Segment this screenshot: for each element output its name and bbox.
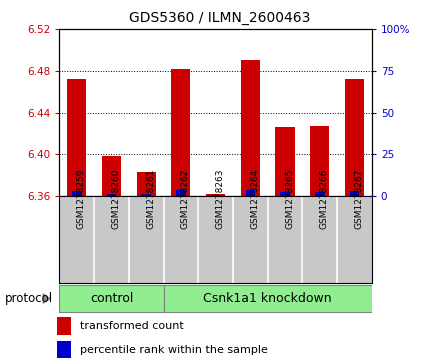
Text: protocol: protocol — [4, 292, 52, 305]
Bar — [206, 194, 225, 196]
Text: GSM1278262: GSM1278262 — [181, 168, 190, 229]
Text: control: control — [90, 292, 133, 305]
Text: GSM1278260: GSM1278260 — [111, 168, 121, 229]
Text: GSM1278263: GSM1278263 — [216, 168, 224, 229]
Bar — [315, 192, 325, 196]
Bar — [137, 172, 156, 196]
Bar — [176, 190, 186, 196]
Bar — [102, 156, 121, 196]
Bar — [275, 127, 294, 196]
Text: Csnk1a1 knockdown: Csnk1a1 knockdown — [203, 292, 332, 305]
Bar — [310, 126, 329, 196]
Bar — [211, 195, 220, 196]
Bar — [350, 191, 359, 196]
Bar — [72, 191, 81, 196]
Text: GSM1278266: GSM1278266 — [320, 168, 329, 229]
Bar — [171, 69, 191, 196]
Bar — [57, 341, 71, 358]
Bar — [57, 317, 71, 335]
Bar — [246, 190, 255, 196]
Text: percentile rank within the sample: percentile rank within the sample — [80, 345, 268, 355]
Text: GSM1278261: GSM1278261 — [146, 168, 155, 229]
Text: GSM1278267: GSM1278267 — [355, 168, 363, 229]
Text: GDS5360 / ILMN_2600463: GDS5360 / ILMN_2600463 — [129, 11, 311, 25]
Bar — [345, 79, 364, 196]
Text: GSM1278265: GSM1278265 — [285, 168, 294, 229]
Bar — [280, 192, 290, 196]
Text: GSM1278259: GSM1278259 — [77, 168, 86, 229]
Bar — [241, 60, 260, 196]
Text: GSM1278264: GSM1278264 — [250, 168, 259, 229]
Bar — [59, 285, 164, 313]
Bar — [141, 193, 151, 196]
Bar — [164, 285, 372, 313]
Text: transformed count: transformed count — [80, 321, 183, 331]
Bar — [106, 193, 116, 196]
Polygon shape — [43, 294, 50, 303]
Bar — [67, 79, 86, 196]
